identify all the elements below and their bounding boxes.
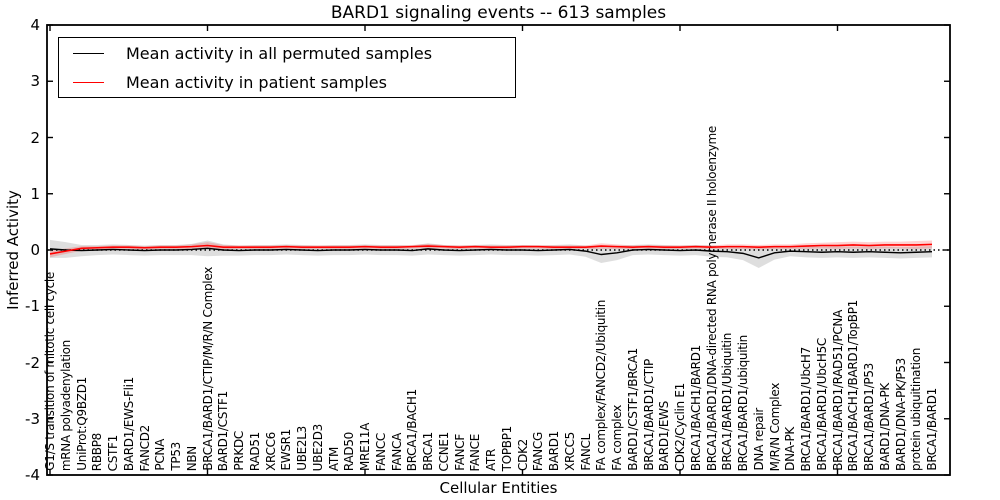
chart-title: BARD1 signaling events -- 613 samples: [330, 3, 667, 23]
x-tick-label: mRNA polyadenylation: [58, 339, 73, 471]
x-tick-label: protein ubiquitination: [909, 348, 924, 471]
x-tick-label: FANCE: [468, 433, 483, 471]
x-tick-label: CDK2: [515, 439, 530, 471]
legend-row-patient: Mean activity in patient samples: [59, 68, 515, 96]
y-tick-label: 2: [30, 128, 40, 147]
x-tick-label: CDK2/Cyclin E1: [673, 382, 687, 471]
x-tick-label: ATM: [326, 446, 341, 471]
x-tick-label: XRCC5: [562, 432, 577, 471]
y-tick-label: 4: [30, 16, 40, 34]
x-tick-label: BARD1/EWS-Fli1: [121, 376, 136, 471]
x-tick-label: BRCA1/BARD1/Ubiquitin: [720, 333, 735, 471]
x-tick-label: TOPBP1: [499, 425, 514, 471]
legend-row-permuted: Mean activity in all permuted samples: [59, 39, 515, 67]
x-tick-label: TP53: [169, 442, 183, 471]
x-tick-label: BRCA1/BARD1/DNA-directed RNA polymerase …: [704, 125, 719, 471]
x-tick-label: FA complex/FANCD2/Ubiquitin: [594, 300, 609, 471]
legend-label-patient: Mean activity in patient samples: [126, 72, 387, 92]
x-tick-label: RBBP8: [90, 432, 105, 471]
permuted-line-swatch: [73, 52, 104, 54]
x-tick-label: UBE2D3: [310, 423, 325, 471]
y-tick-label: -2: [25, 353, 40, 372]
x-tick-label: BARD1/DNA-PK: [877, 383, 892, 471]
x-tick-label: BRCA1/BARD1/ubiquitin: [736, 334, 750, 471]
x-tick-label: BRCA1/BARD1/P53: [862, 363, 876, 471]
x-tick-label: BRCA1/BARD1/UbcH7: [799, 346, 813, 472]
x-tick-label: BARD1/EWS: [657, 400, 672, 471]
y-tick-label: -3: [25, 409, 40, 428]
x-tick-label: DNA-PK: [783, 427, 798, 471]
x-tick-label: BRCA1/BARD1/CTIP: [641, 359, 656, 471]
x-tick-label: DNA repair: [751, 408, 766, 471]
x-tick-label: FA complex: [610, 405, 624, 471]
x-tick-label: FANCL: [578, 434, 593, 471]
legend: Mean activity in all permuted samples Me…: [58, 37, 516, 98]
x-tick-label: BRCA1/BARD1/RAD51/PCNA: [830, 310, 845, 471]
x-tick-label: RAD51: [247, 431, 262, 471]
x-tick-label: BARD1/CSTF1/BRCA1: [625, 348, 640, 471]
legend-label-permuted: Mean activity in all permuted samples: [126, 43, 433, 63]
x-tick-label: XRCC6: [263, 432, 278, 471]
x-axis-label: Cellular Entities: [439, 479, 558, 497]
x-tick-label: M/R/N Complex: [767, 382, 782, 471]
x-tick-label: MRE11A: [358, 423, 372, 471]
x-tick-label: EWSR1: [279, 429, 294, 471]
x-tick-label: CSTF1: [106, 434, 120, 471]
x-tick-label: BRCA1/BARD1: [925, 388, 939, 471]
x-tick-label: G1/S transition of mitotic cell cycle: [43, 272, 57, 471]
x-tick-label: BARD1/CSTF1: [216, 390, 231, 471]
y-tick-label: -4: [25, 466, 40, 484]
x-tick-label: ATR: [484, 448, 498, 471]
y-tick-label: -1: [25, 297, 40, 316]
x-tick-label: CCNE1: [436, 431, 451, 471]
x-tick-label: BRCA1/BACH1/BARD1/TopBP1: [846, 299, 861, 471]
y-tick-label: 1: [30, 184, 40, 203]
x-tick-label: BRCA1/BACH1: [405, 388, 420, 471]
x-tick-label: BRCA1/BACH1/BARD1: [688, 344, 703, 471]
x-tick-label: FANCD2: [137, 424, 152, 471]
x-tick-label: BARD1/DNA-PK/P53: [893, 357, 908, 471]
x-tick-label: BRCA1: [421, 432, 435, 471]
x-tick-label: BRCA1/BARD1/CTIP/M/R/N Complex: [200, 267, 215, 471]
y-tick-label: 0: [30, 241, 40, 259]
x-tick-label: RAD50: [342, 431, 357, 471]
x-tick-label: NBN: [184, 445, 199, 471]
x-tick-label: FANCG: [531, 431, 546, 471]
x-tick-label: FANCF: [452, 434, 467, 471]
x-tick-label: PRKDC: [232, 431, 246, 471]
x-tick-label: BRCA1/BARD1/UbcH5C: [814, 338, 829, 471]
patient-line-swatch: [73, 81, 104, 83]
y-tick-label: 3: [30, 72, 40, 91]
x-tick-label: UBE2L3: [295, 426, 309, 471]
x-tick-label: UniProt:Q9BZD1: [74, 377, 89, 471]
x-tick-label: BARD1: [547, 430, 561, 471]
x-tick-label: FANCA: [389, 432, 404, 471]
x-tick-label: FANCC: [373, 432, 388, 471]
x-tick-label: PCNA: [153, 439, 168, 471]
